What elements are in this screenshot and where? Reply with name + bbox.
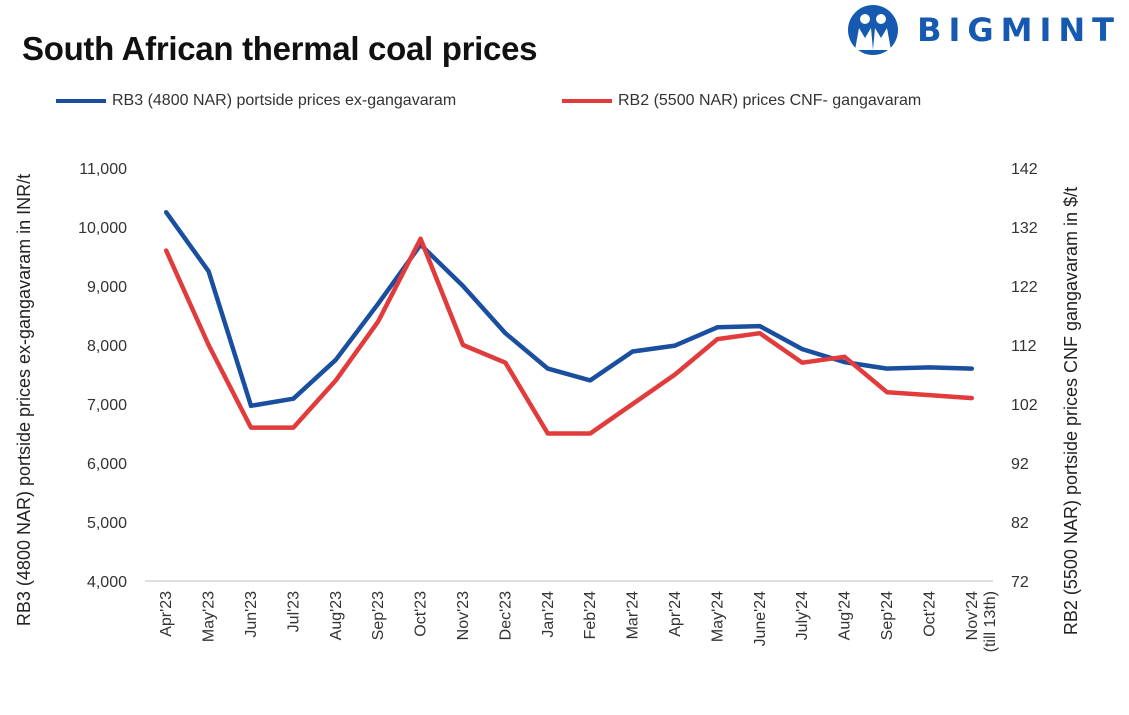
- y-right-tick-label: 112: [1011, 338, 1037, 355]
- lines-layer: [163, 210, 975, 436]
- x-tick-label: Sep'23: [370, 591, 387, 640]
- x-tick-label: Nov'23: [455, 591, 472, 640]
- chart-title: South African thermal coal prices: [22, 30, 538, 67]
- series-line-rb2: [163, 236, 975, 436]
- x-tick-label: Aug'24: [837, 591, 854, 640]
- y-left-tick-label: 6,000: [87, 456, 127, 473]
- x-tick-label: Sep'24: [879, 591, 896, 640]
- y-right-tick-label: 142: [1011, 161, 1038, 178]
- x-tick-label: Apr'24: [667, 591, 684, 637]
- x-tick-label: Aug'23: [328, 591, 345, 640]
- y-right-tick-label: 92: [1011, 456, 1029, 473]
- y-right-tick-label: 82: [1011, 515, 1029, 532]
- x-tick-label: May'23: [201, 591, 218, 642]
- x-tick-label: Feb'24: [582, 591, 599, 640]
- x-tick-label: Jan'24: [540, 591, 557, 638]
- y-left-tick-label: 8,000: [87, 338, 127, 355]
- brand-name: BIGMINT: [917, 11, 1121, 49]
- legend-swatch-rb3: [56, 99, 106, 103]
- x-tick-label: June'24: [752, 591, 769, 647]
- legend-swatch-rb2: [562, 99, 612, 103]
- y-left-axis-title: RB3 (4800 NAR) portside prices ex-gangav…: [14, 174, 34, 626]
- x-tick-label: Dec'23: [497, 591, 514, 640]
- brand-logo: BIGMINT: [843, 4, 1121, 56]
- y-left-tick-label: 7,000: [87, 397, 127, 414]
- x-tick-label: Nov'24(till 13th): [964, 591, 999, 652]
- y-left-tick-label: 11,000: [79, 161, 127, 178]
- x-tick-label: Mar'24: [625, 591, 642, 640]
- y-right-tick-label: 102: [1011, 397, 1038, 414]
- y-left-tick-label: 9,000: [87, 279, 127, 296]
- x-tick-label: July'24: [794, 591, 811, 640]
- legend-item-rb2: RB2 (5500 NAR) prices CNF- gangavaram: [562, 92, 921, 110]
- chart-legend: RB3 (4800 NAR) portside prices ex-gangav…: [0, 92, 1129, 116]
- y-right-tick-label: 122: [1011, 279, 1038, 296]
- y-left-tick-label: 10,000: [78, 220, 127, 237]
- x-tick-label: Oct'23: [413, 591, 430, 637]
- y-left-tick-label: 5,000: [87, 515, 127, 532]
- y-right-tick-label: 72: [1011, 574, 1029, 591]
- legend-label-rb3: RB3 (4800 NAR) portside prices ex-gangav…: [112, 92, 457, 109]
- legend-label-rb2: RB2 (5500 NAR) prices CNF- gangavaram: [618, 92, 922, 109]
- y-right-axis-title: RB2 (5500 NAR) portside prices CNF ganga…: [1061, 187, 1081, 635]
- bigmint-people-logo-icon: [848, 5, 899, 55]
- y-right-tick-label: 132: [1011, 220, 1038, 237]
- x-tick-label: Oct'24: [921, 591, 938, 637]
- x-tick-label: Jun'23: [243, 591, 260, 638]
- legend-item-rb3: RB3 (4800 NAR) portside prices ex-gangav…: [56, 92, 456, 110]
- series-line-rb3: [163, 210, 975, 409]
- labels-layer: 4,000 5,000 6,000 7,000 8,000 9,000 10,000 11,0…: [14, 161, 1081, 652]
- x-tick-label: Jul'23: [285, 591, 302, 632]
- y-left-tick-label: 4,000: [87, 574, 127, 591]
- x-tick-label: Apr'23: [158, 591, 175, 637]
- x-tick-label: May'24: [709, 591, 726, 642]
